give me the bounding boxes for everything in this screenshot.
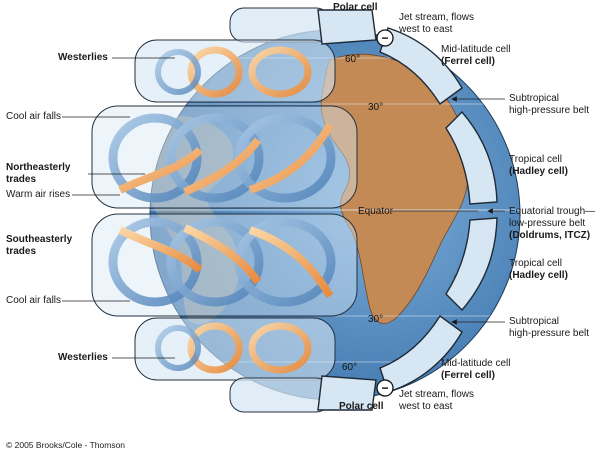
label-polar-cell-top: Polar cell	[333, 2, 378, 13]
jet-stream-bottom: −	[376, 379, 394, 397]
warm-arrow-s-1	[118, 226, 203, 274]
cell-hadley-south	[445, 217, 498, 312]
cross-section-cells	[317, 9, 498, 411]
band-polar-north	[229, 7, 331, 43]
lat-30n-label: 30°	[368, 102, 383, 113]
lat-60n-label: 60°	[345, 54, 360, 65]
cell-ferrel-north	[379, 27, 463, 106]
label-itcz-line3: (Doldrums, ITCZ)	[509, 230, 591, 241]
label-subtropical-bottom-line1: Subtropical	[509, 316, 560, 327]
label-jet-stream-top: Jet stream, flows west to east	[399, 12, 474, 36]
label-ferrel-top: Mid-latitude cell (Ferrel cell)	[441, 44, 510, 68]
label-polar-cell-bottom: Polar cell	[339, 401, 384, 412]
label-southeasterly-line1: Southeasterly	[6, 234, 73, 245]
label-jet-stream-bottom-line1: Jet stream, flows	[399, 389, 475, 400]
label-jet-stream-top-line2: west to east	[399, 24, 453, 35]
label-ferrel-bottom-line2: (Ferrel cell)	[441, 370, 495, 381]
loop-hadley-s-1	[108, 217, 202, 307]
label-itcz-line2: low-pressure belt	[509, 218, 586, 229]
loop-ferrel-s-2	[248, 322, 312, 374]
label-hadley-bottom-line1: Tropical cell	[509, 258, 562, 269]
loop-hadley-n-2	[166, 113, 264, 203]
label-itcz-line1: Equatorial trough—	[509, 206, 596, 217]
cell-polar-north	[317, 9, 377, 45]
label-ferrel-top-line2: (Ferrel cell)	[441, 56, 495, 67]
band-polar-south	[229, 377, 331, 413]
label-subtropical-top-line2: high-pressure belt	[509, 105, 590, 116]
circulation-loops	[108, 46, 336, 374]
band-hadley-south	[91, 213, 358, 317]
cell-hadley-north	[445, 110, 498, 205]
label-northeasterly-trades: Northeasterly trades	[6, 162, 70, 186]
cell-polar-south	[317, 375, 377, 411]
label-itcz: Equatorial trough— low-pressure belt (Do…	[509, 206, 595, 242]
label-hadley-top: Tropical cell (Hadley cell)	[509, 154, 568, 178]
label-hadley-top-line2: (Hadley cell)	[509, 166, 568, 177]
label-hadley-top-line1: Tropical cell	[509, 154, 562, 165]
warm-arrow-s-3	[248, 226, 334, 299]
label-subtropical-bottom: Subtropical high-pressure belt	[509, 316, 589, 340]
label-subtropical-bottom-line2: high-pressure belt	[509, 328, 590, 339]
circulation-bands	[91, 7, 358, 413]
warm-arrow-n-3	[248, 123, 334, 194]
equator-label: Equator	[358, 206, 394, 217]
jet-symbol-top: −	[381, 31, 388, 45]
jet-symbol-bottom: −	[381, 381, 388, 395]
label-hadley-bottom-line2: (Hadley cell)	[509, 270, 568, 281]
label-jet-stream-bottom-line2: west to east	[399, 401, 453, 412]
label-westerlies-bottom: Westerlies	[58, 352, 108, 363]
label-westerlies-top: Westerlies	[58, 52, 108, 63]
label-subtropical-top-line1: Subtropical	[509, 93, 560, 104]
loop-ferrel-s-3	[155, 325, 201, 371]
warm-arrow-n-2	[183, 137, 262, 196]
label-ferrel-bottom-line1: Mid-latitude cell	[441, 358, 511, 369]
jet-stream-top: −	[376, 29, 394, 47]
label-cool-air-falls-bottom: Cool air falls	[6, 295, 62, 306]
label-jet-stream-bottom: Jet stream, flows west to east	[399, 389, 474, 413]
lat-30s-label: 30°	[368, 314, 383, 325]
cell-ferrel-south	[379, 314, 463, 393]
label-ferrel-top-line1: Mid-latitude cell	[441, 44, 511, 55]
copyright-notice: © 2005 Brooks/Cole - Thomson	[6, 440, 126, 450]
label-hadley-bottom: Tropical cell (Hadley cell)	[509, 258, 568, 282]
loop-ferrel-n-1	[187, 46, 243, 98]
label-southeasterly-line2: trades	[6, 246, 37, 257]
band-hadley-north	[91, 105, 358, 209]
label-subtropical-top: Subtropical high-pressure belt	[509, 93, 589, 117]
lat-60s-label: 60°	[342, 362, 357, 373]
loop-ferrel-s-1	[187, 322, 243, 374]
label-cool-air-falls-top: Cool air falls	[6, 111, 62, 122]
label-northeasterly-line1: Northeasterly	[6, 162, 71, 173]
label-jet-stream-top-line1: Jet stream, flows	[399, 12, 475, 23]
loop-ferrel-n-2	[248, 46, 312, 98]
warm-arrow-s-2	[183, 224, 262, 285]
label-northeasterly-line2: trades	[6, 174, 37, 185]
warm-arrow-n-1	[118, 147, 203, 194]
loop-hadley-s-2	[166, 217, 264, 307]
label-ferrel-bottom: Mid-latitude cell (Ferrel cell)	[441, 358, 510, 382]
label-warm-air-rises: Warm air rises	[6, 189, 71, 200]
label-southeasterly-trades: Southeasterly trades	[6, 234, 72, 258]
leader-lines	[62, 57, 505, 359]
loop-ferrel-n-3	[155, 49, 201, 95]
